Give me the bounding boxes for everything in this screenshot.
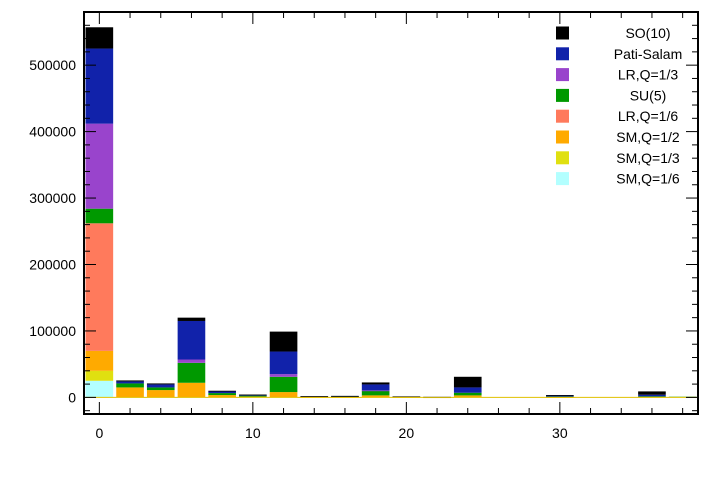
bar-segment <box>453 387 482 393</box>
legend-swatch <box>556 172 569 186</box>
bar-segment <box>208 395 236 398</box>
bar-segment <box>239 395 267 397</box>
bar-segment <box>85 208 114 224</box>
legend-swatch <box>556 130 569 144</box>
bar-segment <box>361 390 390 392</box>
y-tick-label: 300000 <box>29 190 76 206</box>
bar-segment <box>361 382 390 385</box>
bar-segment <box>116 383 144 388</box>
bar-segment <box>116 387 144 398</box>
bar-segment <box>177 320 206 360</box>
bar-segment <box>638 391 666 395</box>
bar-segment <box>361 395 390 398</box>
bar-segment <box>638 394 666 397</box>
bar-segment <box>453 395 482 398</box>
bar-segment <box>208 391 236 394</box>
bar-segment <box>146 383 175 385</box>
legend-swatch <box>556 26 569 40</box>
bar-segment <box>361 390 390 396</box>
bar-segment <box>269 392 298 398</box>
axes-layer: 0 100000 200000 300000 400000 500000 0 10 20 30 <box>29 11 699 441</box>
bar-segment <box>361 384 390 391</box>
legend-label: LR,Q=1/6 <box>618 108 679 124</box>
bar-segment <box>177 362 206 383</box>
y-tick-label: 100000 <box>29 323 76 339</box>
bar-segment <box>177 359 206 363</box>
legend-label: SU(5) <box>630 87 667 103</box>
bar-segment <box>116 381 144 384</box>
bars-layer <box>85 27 697 399</box>
x-tick-label: 10 <box>245 425 261 441</box>
bar-segment <box>331 395 359 397</box>
bar-segment <box>453 392 482 396</box>
y-tick-label: 200000 <box>29 256 76 272</box>
bar-segment <box>146 390 175 398</box>
bar-segment <box>85 48 114 124</box>
bar-segment <box>146 387 175 391</box>
bar-segment <box>269 331 298 352</box>
bar-segment <box>85 370 114 381</box>
bar-segment <box>146 384 175 388</box>
bar-segment <box>116 380 144 382</box>
legend-swatch <box>556 47 569 61</box>
bar-segment <box>638 396 666 398</box>
bar-segment <box>177 382 206 398</box>
legend-swatch <box>556 109 569 123</box>
bar-segment <box>85 27 114 49</box>
bar-segment <box>208 393 236 396</box>
bar-segment <box>453 376 482 388</box>
legend-swatch <box>556 151 569 165</box>
x-tick-label: 20 <box>399 425 415 441</box>
legend-label: SM,Q=1/6 <box>616 171 680 187</box>
legend-label: LR,Q=1/3 <box>618 67 679 83</box>
bar-segment <box>85 350 114 371</box>
bar-segment <box>269 351 298 375</box>
bar-segment <box>85 223 114 351</box>
x-tick-label: 30 <box>552 425 568 441</box>
bar-segment <box>177 317 206 321</box>
legend-swatch <box>556 88 569 102</box>
bar-segment <box>85 123 114 209</box>
legend-swatch <box>556 68 569 82</box>
bar-segment <box>392 396 421 398</box>
bar-segment <box>239 394 267 396</box>
y-tick-label: 400000 <box>29 124 76 140</box>
bar-segment <box>300 396 329 397</box>
legend-label: SO(10) <box>625 25 670 41</box>
bar-segment <box>546 395 574 396</box>
bar-segment <box>546 395 574 397</box>
bar-segment <box>85 380 114 398</box>
plot-frame <box>83 11 699 415</box>
legend-label: Pati-Salam <box>614 46 682 62</box>
bar-segment <box>269 374 298 377</box>
legend-label: SM,Q=1/3 <box>616 150 680 166</box>
x-tick-label: 0 <box>95 425 103 441</box>
legend: SO(10) Pati-Salam LR,Q=1/3 SU(5) LR,Q=1/6 SM,… <box>556 25 682 187</box>
legend-label: SM,Q=1/2 <box>616 129 680 145</box>
bar-segment <box>208 390 236 392</box>
bar-segment <box>269 376 298 393</box>
y-tick-label: 500000 <box>29 57 76 73</box>
y-tick-label: 0 <box>68 389 76 405</box>
